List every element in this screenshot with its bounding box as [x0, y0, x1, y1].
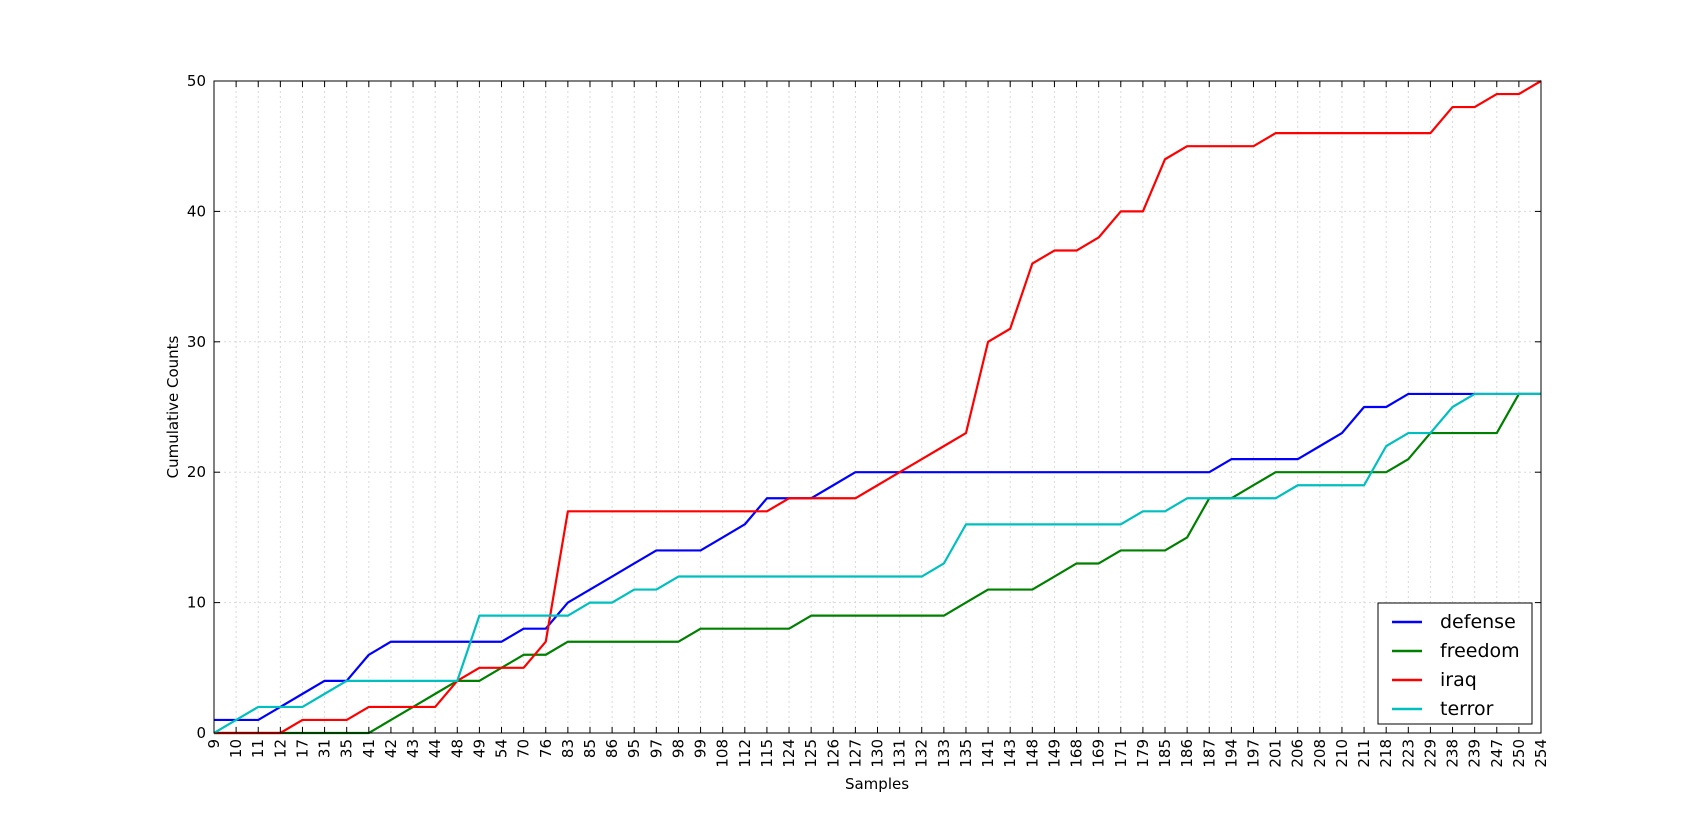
x-tick-label: 112: [736, 739, 754, 768]
y-tick-label: 10: [187, 594, 206, 612]
series-line-freedom: [214, 392, 1541, 735]
x-tick-label: 130: [869, 739, 887, 768]
legend: defense freedom iraq terror: [1377, 602, 1533, 725]
x-tick-label: 171: [1112, 739, 1130, 768]
x-tick-label: 54: [493, 739, 511, 758]
x-tick-label: 197: [1244, 739, 1262, 768]
x-axis-label: Samples: [845, 775, 909, 793]
x-tick-label: 254: [1532, 739, 1550, 768]
x-tick-label: 148: [1023, 739, 1041, 768]
x-tick-label: 194: [1222, 739, 1240, 768]
x-tick-label: 141: [979, 739, 997, 768]
legend-label-defense: defense: [1440, 611, 1516, 633]
x-tick-label: 108: [714, 739, 732, 768]
x-tick-label: 135: [957, 739, 975, 768]
x-tick-label: 124: [780, 739, 798, 768]
series-lines: [213, 80, 1542, 735]
x-tick-label: 76: [537, 739, 555, 758]
x-tick-labels: 9 10 11 12 17 31 35 41 42 43 44 48 49 54 70 76 83 85 86 95 9…: [205, 739, 1550, 768]
x-tick-label: 125: [802, 739, 820, 768]
x-tick-label: 48: [448, 739, 466, 758]
x-tick-label: 9: [205, 739, 223, 749]
y-tick-label: 20: [187, 463, 206, 481]
x-tick-label: 85: [581, 739, 599, 758]
x-tick-label: 83: [559, 739, 577, 758]
x-tick-label: 12: [271, 739, 289, 758]
x-tick-label: 179: [1134, 739, 1152, 768]
x-tick-label: 17: [293, 739, 311, 758]
axis-ticks: [213, 80, 1542, 734]
x-tick-label: 35: [338, 739, 356, 758]
x-tick-label: 211: [1355, 739, 1373, 768]
y-tick-label: 30: [187, 333, 206, 351]
x-tick-label: 229: [1421, 739, 1439, 768]
y-tick-label: 0: [196, 724, 206, 742]
x-tick-label: 210: [1333, 739, 1351, 768]
x-tick-label: 43: [404, 739, 422, 758]
y-tick-label: 50: [187, 72, 206, 90]
x-tick-label: 31: [316, 739, 334, 758]
x-tick-label: 115: [758, 739, 776, 768]
x-tick-label: 70: [515, 739, 533, 758]
x-tick-label: 95: [625, 739, 643, 758]
legend-label-terror: terror: [1440, 698, 1494, 720]
series-line-terror: [213, 392, 1541, 734]
x-tick-label: 86: [603, 739, 621, 758]
x-tick-label: 247: [1488, 739, 1506, 768]
series-line-iraq: [214, 80, 1542, 735]
x-tick-label: 11: [249, 739, 267, 758]
x-tick-label: 44: [426, 739, 444, 758]
x-tick-label: 49: [470, 739, 488, 758]
x-tick-label: 201: [1267, 739, 1285, 768]
x-tick-label: 132: [913, 739, 931, 768]
x-tick-label: 99: [692, 739, 710, 758]
x-tick-label: 208: [1311, 739, 1329, 768]
x-tick-label: 185: [1156, 739, 1174, 768]
x-tick-label: 168: [1068, 739, 1086, 768]
legend-label-freedom: freedom: [1440, 640, 1520, 662]
x-tick-label: 250: [1510, 739, 1528, 768]
x-tick-label: 186: [1178, 739, 1196, 768]
x-tick-label: 133: [935, 739, 953, 768]
x-tick-label: 97: [647, 739, 665, 758]
x-tick-label: 149: [1045, 739, 1063, 768]
legend-label-iraq: iraq: [1440, 669, 1477, 691]
x-tick-label: 239: [1466, 739, 1484, 768]
x-tick-label: 187: [1200, 739, 1218, 768]
x-tick-label: 143: [1001, 739, 1019, 768]
y-axis-label: Cumulative Counts: [164, 335, 182, 478]
x-tick-label: 126: [824, 739, 842, 768]
x-tick-label: 238: [1444, 739, 1462, 768]
x-tick-label: 127: [846, 739, 864, 768]
x-tick-label: 218: [1377, 739, 1395, 768]
x-tick-label: 41: [360, 739, 378, 758]
y-tick-label: 40: [187, 202, 206, 220]
x-tick-label: 98: [669, 739, 687, 758]
x-tick-label: 206: [1289, 739, 1307, 768]
x-tick-label: 223: [1399, 739, 1417, 768]
y-tick-labels: 0 10 20 30 40 50: [187, 72, 206, 742]
series-line-defense: [214, 392, 1541, 722]
x-tick-label: 169: [1090, 739, 1108, 768]
x-tick-label: 10: [227, 739, 245, 758]
x-tick-label: 42: [382, 739, 400, 758]
x-tick-label: 131: [891, 739, 909, 768]
